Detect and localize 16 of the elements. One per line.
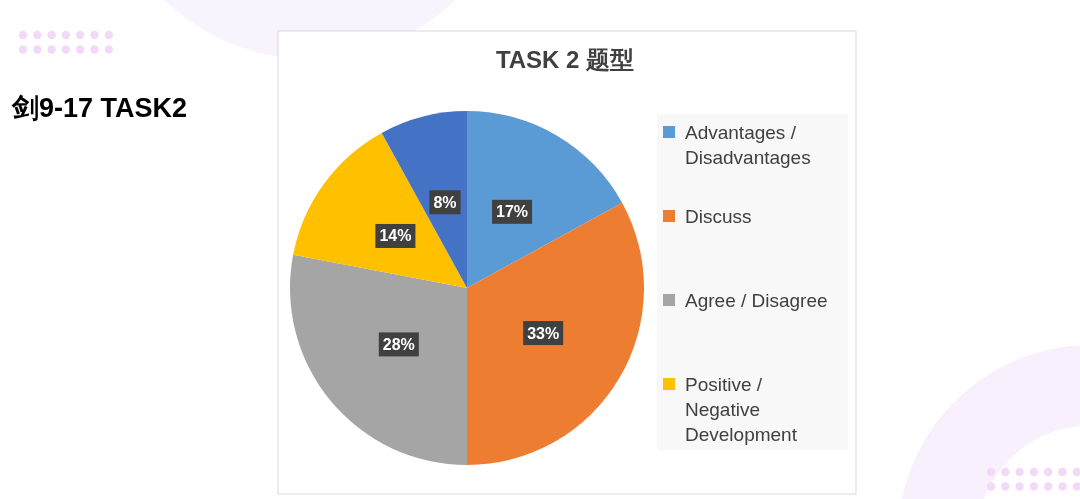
legend-label: Advantages / Disadvantages — [685, 121, 811, 168]
data-label: 17% — [496, 203, 529, 221]
data-label: 33% — [527, 324, 560, 342]
legend-label: Agree / Disagree — [685, 289, 828, 311]
pie-slice — [381, 111, 467, 288]
pie-slice — [467, 202, 644, 465]
data-label: 8% — [433, 193, 457, 211]
chart-title: TASK 2 题型 — [495, 46, 635, 73]
data-label: 14% — [379, 227, 412, 245]
legend-label: Discuss — [685, 205, 752, 227]
legend-label: Positive / Negative Development — [685, 373, 798, 445]
pie-slice — [467, 111, 623, 288]
pie-slice — [290, 254, 467, 465]
pie-slice — [293, 132, 467, 288]
text: 剑9-17 TASK2 — [11, 93, 188, 123]
data-label: 28% — [382, 335, 415, 353]
